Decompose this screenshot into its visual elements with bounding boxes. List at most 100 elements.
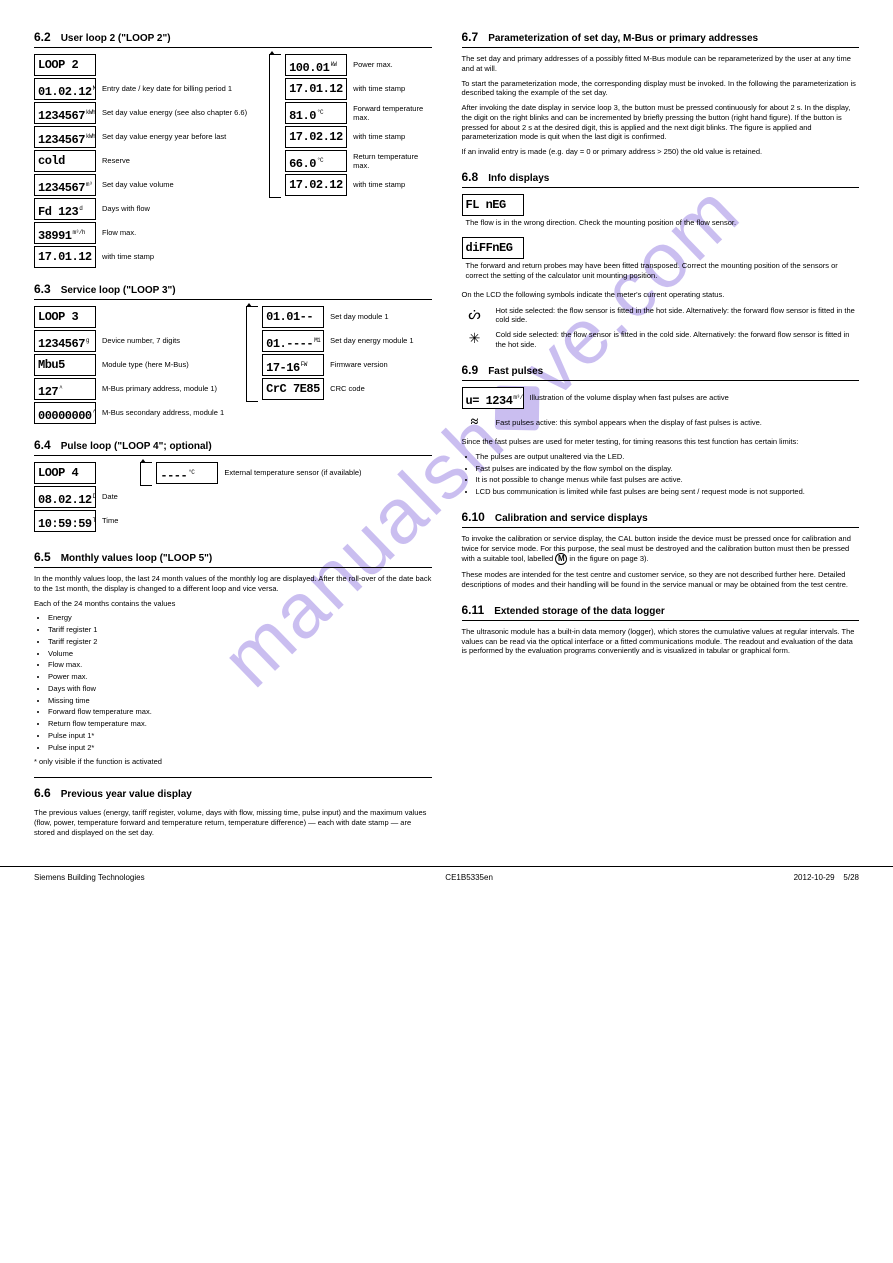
row-description: Set day value energy year before last xyxy=(102,132,247,141)
lcd-display: 81.0°C xyxy=(285,102,347,124)
section-title: Previous year value display xyxy=(61,789,192,800)
display-row: 01.----M1Set day energy module 1 xyxy=(262,330,431,352)
row-description: with time stamp xyxy=(102,252,247,261)
lcd-display: ----°C xyxy=(156,462,218,484)
list-item: Energy xyxy=(48,613,432,623)
display-row: 17.01.12with time stamp xyxy=(285,78,431,100)
row-description: with time stamp xyxy=(353,180,431,189)
section-number: 6.9 xyxy=(462,363,479,377)
display-row: ----°C External temperature sensor (if av… xyxy=(156,462,431,484)
footer-center: CE1B5335en xyxy=(445,873,493,882)
section-6-3-head: 6.3 Service loop ("LOOP 3") xyxy=(34,282,432,300)
section-title: Extended storage of the data logger xyxy=(494,606,665,617)
status-icon: ᔖ xyxy=(462,307,488,324)
loop2-subgroup: 100.01kW Power max. 17.01.12with time stam… xyxy=(269,54,431,198)
left-column: 6.2 User loop 2 ("LOOP 2") LOOP 201.02.1… xyxy=(34,30,432,842)
display-row: 17.01.12 with time stamp xyxy=(34,246,247,268)
paragraph: Each of the 24 months contains the value… xyxy=(34,599,432,609)
display-row: 100.01kW Power max. xyxy=(285,54,431,76)
section-6-2-head: 6.2 User loop 2 ("LOOP 2") xyxy=(34,30,432,48)
list-item: Power max. xyxy=(48,672,432,682)
list-item: Forward flow temperature max. xyxy=(48,707,432,717)
row-description: Return temperature max. xyxy=(353,152,431,171)
info-description: The flow is in the wrong direction. Chec… xyxy=(466,218,860,227)
section-title: Parameterization of set day, M-Bus or pr… xyxy=(488,33,758,44)
lcd-display: LOOP 4 xyxy=(34,462,96,484)
section-title: User loop 2 ("LOOP 2") xyxy=(61,33,171,44)
row-description: Flow max. xyxy=(102,228,247,237)
loop3-subgroup: 01.01--Set day module 101.----M1Set day … xyxy=(246,306,431,402)
bracket xyxy=(269,54,281,198)
section-number: 6.4 xyxy=(34,438,51,452)
display-row: 1234567kWhSet day value energy (see also… xyxy=(34,102,247,124)
section-title: Monthly values loop ("LOOP 5") xyxy=(61,553,213,564)
display-row: 01.02.12M1Entry date / key date for bill… xyxy=(34,78,247,100)
lcd-display: 127^ xyxy=(34,378,96,400)
list-item: Volume xyxy=(48,649,432,659)
footer-right: 2012-10-29 5/28 xyxy=(794,873,859,882)
section-title: Info displays xyxy=(488,173,549,184)
lcd-display: 100.01kW xyxy=(285,54,347,76)
sym-intro: On the LCD the following symbols indicat… xyxy=(462,290,860,300)
display-row: 00000000^M-Bus secondary address, module… xyxy=(34,402,224,424)
list-item: The pulses are output unaltered via the … xyxy=(476,452,860,462)
list-item: LCD bus communication is limited while f… xyxy=(476,487,860,497)
lcd-display: 66.0°C xyxy=(285,150,347,172)
display-row: 66.0°C Return temperature max. xyxy=(285,150,431,172)
display-row: 17.02.12with time stamp xyxy=(285,126,431,148)
paragraph: If an invalid entry is made (e.g. day = … xyxy=(462,147,860,157)
display-row: 1234567kWhSet day value energy year befo… xyxy=(34,126,247,148)
list-item: Pulse input 1* xyxy=(48,731,432,741)
right-column: 6.7 Parameterization of set day, M-Bus o… xyxy=(462,30,860,842)
paragraph: Since the fast pulses are used for meter… xyxy=(462,437,860,447)
lcd-display: 17-16FW xyxy=(262,354,324,376)
paragraph: After invoking the date display in servi… xyxy=(462,103,860,142)
display-row: 1234567g Device number, 7 digits xyxy=(34,330,224,352)
paragraph: The set day and primary addresses of a p… xyxy=(462,54,860,74)
row-description: Set day value energy (see also chapter 6… xyxy=(102,108,247,117)
lcd-display: LOOP 3 xyxy=(34,306,96,328)
section-number: 6.2 xyxy=(34,30,51,44)
display-row: 10:59:59T Time xyxy=(34,510,118,532)
symbol-row: ≈Fast pulses active: this symbol appears… xyxy=(462,415,860,431)
lcd-display: 00000000^ xyxy=(34,402,96,424)
lcd-display: 10:59:59T xyxy=(34,510,96,532)
row-description: Power max. xyxy=(353,60,431,69)
display-row: LOOP 4 xyxy=(34,462,118,484)
row-description: with time stamp xyxy=(353,132,431,141)
display-row: 38991m³/hFlow max. xyxy=(34,222,247,244)
list-item: Days with flow xyxy=(48,684,432,694)
lcd-display: 1234567m³ xyxy=(34,174,96,196)
display-row: Mbu5Module type (here M-Bus) xyxy=(34,354,224,376)
section-6-6-text: The previous values (energy, tariff regi… xyxy=(34,808,432,837)
lcd-display: FL nEG xyxy=(462,194,524,216)
list-item: Return flow temperature max. xyxy=(48,719,432,729)
row-description: Time xyxy=(102,516,118,525)
lcd-display: 17.01.12 xyxy=(34,246,96,268)
row-description: Entry date / key date for billing period… xyxy=(102,84,247,93)
row-description: Date xyxy=(102,492,118,501)
section-number: 6.6 xyxy=(34,786,51,800)
list-item: Flow max. xyxy=(48,660,432,670)
symbol-description: Hot side selected: the flow sensor is fi… xyxy=(496,306,860,325)
row-description: Reserve xyxy=(102,156,247,165)
flow-icon: ≈ xyxy=(462,415,488,431)
bracket xyxy=(140,462,152,486)
lcd-display: cold xyxy=(34,150,96,172)
row-description: Device number, 7 digits xyxy=(102,336,224,345)
display-row: 1234567m³Set day value volume xyxy=(34,174,247,196)
footer-left: Siemens Building Technologies xyxy=(34,873,145,882)
list-item: Tariff register 1 xyxy=(48,625,432,635)
lcd-display: 1234567g xyxy=(34,330,96,352)
row-description: External temperature sensor (if availabl… xyxy=(224,468,431,477)
footnote: * only visible if the function is activa… xyxy=(34,757,432,767)
display-row: LOOP 2 xyxy=(34,54,247,76)
section-number: 6.7 xyxy=(462,30,479,44)
display-row: 01.01--Set day module 1 xyxy=(262,306,431,328)
m-circle-icon: M xyxy=(555,553,567,565)
display-row: LOOP 3 xyxy=(34,306,224,328)
section-title: Pulse loop ("LOOP 4"; optional) xyxy=(61,441,212,452)
row-description: Forward temperature max. xyxy=(353,104,431,123)
lcd-display: Fd 123d xyxy=(34,198,96,220)
section-6-8-head: 6.8 Info displays xyxy=(462,170,860,188)
